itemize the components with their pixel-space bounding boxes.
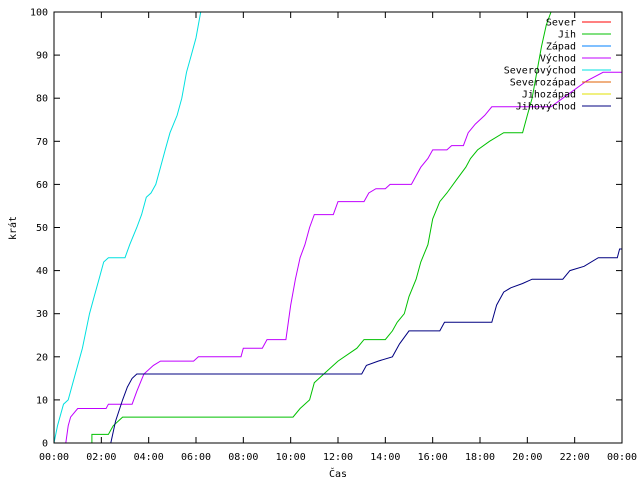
x-tick-label: 02:00 — [86, 452, 116, 463]
series-line-jih — [54, 11, 552, 444]
legend-label: Východ — [540, 53, 576, 65]
y-tick-label: 40 — [36, 266, 48, 277]
y-tick-label: 20 — [36, 352, 48, 363]
x-tick-label: 06:00 — [181, 452, 211, 463]
x-axis-label: Čas — [329, 467, 347, 480]
x-tick-label: 18:00 — [465, 452, 495, 463]
legend-label: Jih — [558, 30, 576, 41]
y-tick-label: 90 — [36, 51, 48, 62]
y-tick-label: 70 — [36, 137, 48, 148]
y-tick-label: 80 — [36, 94, 48, 105]
y-tick-label: 0 — [42, 439, 48, 450]
legend-label: Jihovýchod — [516, 101, 576, 113]
x-tick-label: 14:00 — [370, 452, 400, 463]
series-layer — [53, 11, 622, 444]
legend-label: Severovýchod — [504, 65, 576, 77]
x-tick-label: 12:00 — [323, 452, 353, 463]
x-tick-label: 08:00 — [228, 452, 258, 463]
y-tick-label: 30 — [36, 309, 48, 320]
legend: SeverJihZápadVýchodSeverovýchodSeverozáp… — [504, 18, 611, 113]
series-line-jihovychod — [54, 248, 622, 444]
series-line-vychod — [54, 71, 622, 444]
y-tick-label: 60 — [36, 180, 48, 191]
y-tick-label: 10 — [36, 395, 48, 406]
y-tick-label: 50 — [36, 223, 48, 234]
x-tick-label: 20:00 — [512, 452, 542, 463]
x-tick-label: 04:00 — [134, 452, 164, 463]
x-tick-label: 00:00 — [607, 452, 637, 463]
legend-label: Severozápad — [510, 77, 576, 89]
x-tick-label: 16:00 — [418, 452, 448, 463]
x-tick-label: 10:00 — [276, 452, 306, 463]
y-tick-label: 100 — [30, 8, 48, 19]
legend-label: Západ — [546, 41, 576, 53]
legend-label: Sever — [546, 18, 576, 29]
x-tick-label: 00:00 — [39, 452, 69, 463]
x-tick-label: 22:00 — [560, 452, 590, 463]
legend-label: Jihozápad — [522, 89, 576, 101]
series-line-severovychod — [53, 11, 202, 444]
ticks-layer: 0 10 20 30 40 50 60 70 80 90 100 00:00 02:00 04:00 06:… — [30, 8, 637, 464]
y-axis-label: krát — [7, 216, 19, 240]
